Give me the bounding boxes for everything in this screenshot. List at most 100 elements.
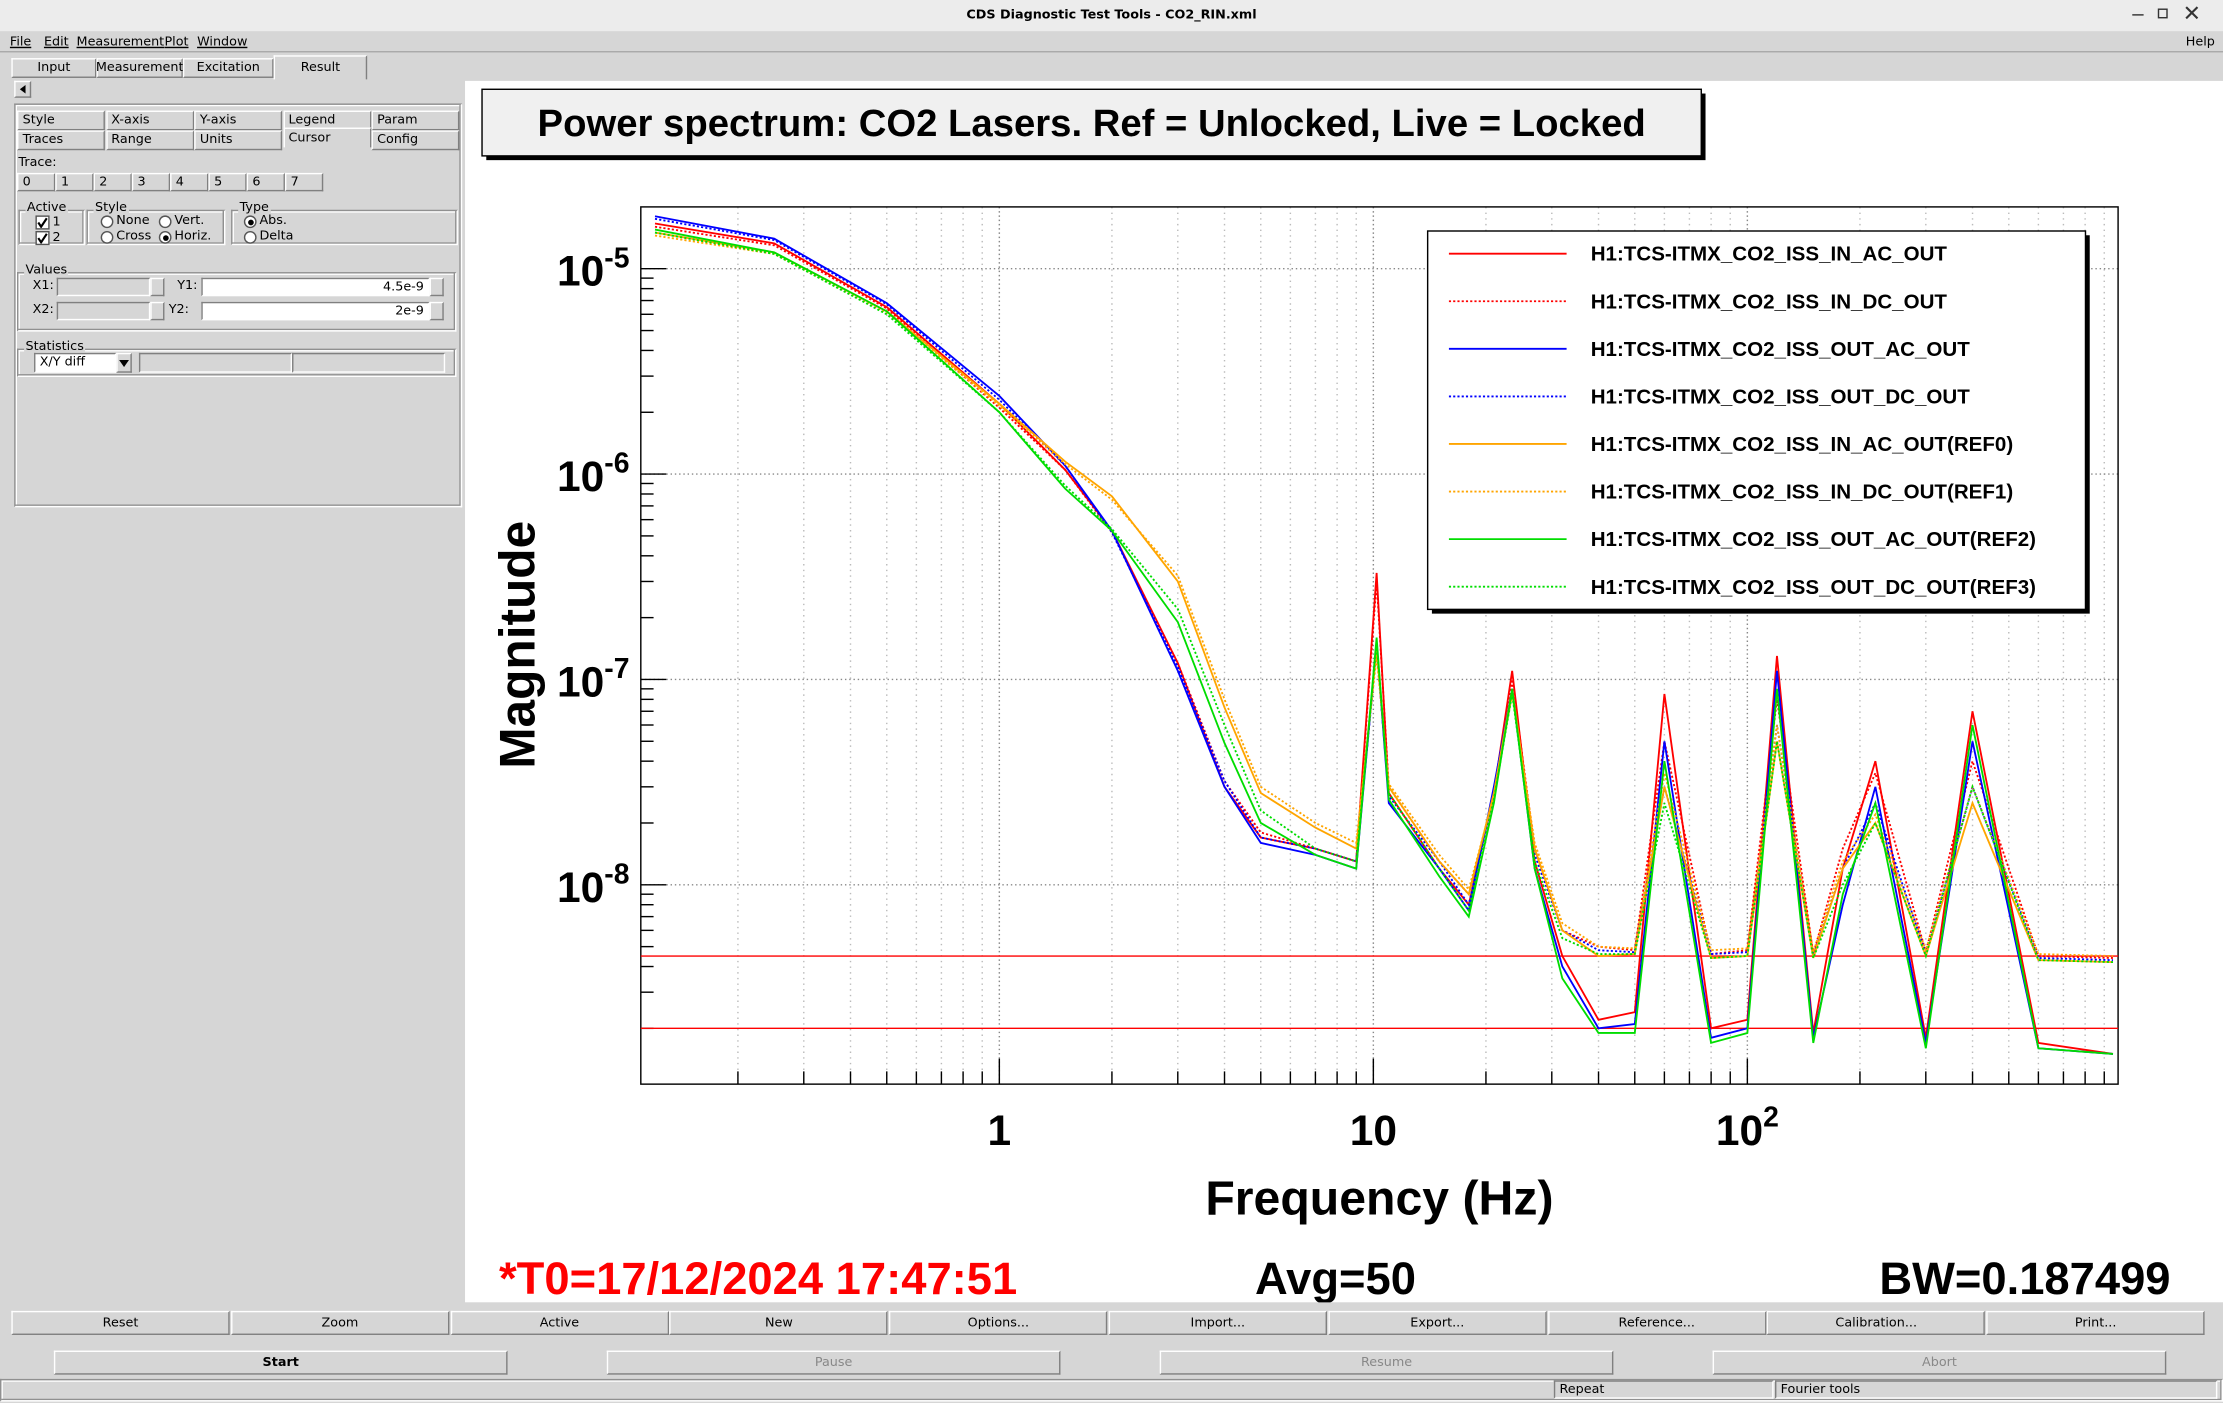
trace-tab[interactable]: 3 — [131, 172, 171, 192]
tab[interactable]: Result — [273, 55, 368, 80]
y-field[interactable]: 2e-9 — [201, 301, 430, 321]
tab[interactable]: Excitation — [182, 58, 274, 78]
series-line — [654, 234, 2114, 957]
close-button[interactable] — [2183, 4, 2200, 21]
checkbox-label: 2 — [52, 230, 61, 246]
sub-tab[interactable]: Traces — [17, 130, 105, 151]
legend-label: H1:TCS-ITMX_CO2_ISS_OUT_DC_OUT — [1591, 385, 1971, 408]
sub-tab[interactable]: Range — [105, 130, 194, 151]
tick-label: 10-8 — [557, 858, 630, 911]
action-button[interactable]: Active — [450, 1310, 669, 1335]
bw-label: BW=0.187499 — [1879, 1253, 2170, 1302]
radio-label: Abs. — [259, 213, 287, 229]
action-button[interactable]: Reference... — [1547, 1310, 1766, 1335]
trace-tab[interactable]: 4 — [170, 172, 209, 192]
plot-frame — [640, 206, 2119, 1085]
arrow-icon — [19, 85, 26, 94]
sub-tab[interactable]: Legend — [282, 110, 371, 131]
trace-tab[interactable]: 0 — [17, 172, 56, 192]
title-box — [481, 88, 1702, 157]
x-label: X2: — [32, 303, 54, 318]
action-button[interactable]: New — [669, 1310, 889, 1335]
tick-base: 10 — [557, 454, 604, 501]
legend-label: H1:TCS-ITMX_CO2_ISS_IN_AC_OUT — [1591, 243, 1948, 266]
tick-label: 10-6 — [557, 448, 630, 501]
status-field: Repeat — [1553, 1380, 1774, 1399]
spinner[interactable] — [150, 277, 165, 297]
control-button[interactable]: Start — [53, 1350, 508, 1375]
trace-tab[interactable]: 7 — [284, 172, 324, 192]
radio[interactable] — [100, 215, 114, 229]
tick-exponent: -6 — [604, 448, 629, 480]
trace-tab[interactable]: 6 — [246, 172, 285, 192]
radio[interactable] — [158, 215, 172, 229]
tab[interactable]: Input — [11, 58, 97, 78]
trace-tab[interactable]: 2 — [93, 172, 132, 192]
x-axis-label: Frequency (Hz) — [1205, 1172, 1553, 1226]
radio[interactable] — [243, 230, 257, 244]
spinner[interactable] — [150, 301, 165, 321]
avg-label: Avg=50 — [1255, 1253, 1416, 1302]
plot-canvas: Power spectrum: CO2 Lasers. Ref = Unlock… — [465, 80, 2223, 1303]
sub-tab[interactable]: Cursor — [282, 127, 371, 148]
radio-label: Vert. — [174, 213, 205, 229]
radio[interactable] — [243, 215, 257, 229]
stat-field — [138, 352, 293, 373]
check-icon — [37, 217, 48, 229]
radio[interactable] — [158, 230, 172, 244]
x-field — [56, 277, 151, 297]
chart-title: Power spectrum: CO2 Lasers. Ref = Unlock… — [538, 102, 1646, 145]
y-field[interactable]: 4.5e-9 — [201, 277, 430, 297]
sub-tab[interactable]: Y-axis — [194, 110, 283, 131]
control-button[interactable]: Pause — [606, 1350, 1061, 1375]
style-frame — [86, 209, 226, 246]
sub-tab[interactable]: Units — [194, 130, 283, 151]
menu-item[interactable]: Edit — [43, 34, 69, 49]
style-label: Style — [93, 199, 129, 217]
action-button[interactable]: Reset — [11, 1310, 230, 1335]
menu-item[interactable]: Window — [197, 34, 248, 49]
sub-tab[interactable]: Style — [17, 110, 105, 131]
sub-tab[interactable]: Param — [371, 110, 460, 131]
action-button[interactable]: Zoom — [230, 1310, 450, 1335]
type-label: Type — [238, 199, 271, 217]
scroll-left-button[interactable] — [14, 80, 32, 98]
checkbox[interactable] — [35, 215, 50, 230]
spinner[interactable] — [429, 277, 444, 297]
trace-tab[interactable]: 5 — [208, 172, 247, 192]
statistics-frame — [17, 348, 457, 377]
control-button[interactable]: Resume — [1159, 1350, 1614, 1375]
spinner[interactable] — [429, 301, 444, 321]
type-frame — [231, 209, 458, 246]
tick-base: 10 — [557, 249, 604, 296]
checkbox[interactable] — [35, 230, 50, 246]
menu-item[interactable]: Measurement — [76, 34, 165, 49]
trace-tab[interactable]: 1 — [55, 172, 94, 192]
status-field: Fourier tools — [1774, 1380, 2218, 1399]
y-axis-label: Magnitude — [489, 521, 545, 769]
control-button[interactable]: Abort — [1712, 1350, 2167, 1375]
action-button[interactable]: Options... — [889, 1310, 1108, 1335]
radio[interactable] — [100, 230, 114, 244]
x-label: X1: — [32, 279, 54, 294]
maximize-button[interactable] — [2157, 8, 2168, 19]
stat-select[interactable]: X/Y diff — [34, 352, 117, 373]
help-menu[interactable]: Help — [2185, 34, 2215, 49]
dropdown-button[interactable] — [116, 352, 132, 373]
sub-tab[interactable]: X-axis — [105, 110, 194, 131]
sub-tab[interactable]: Config — [371, 130, 460, 151]
tab[interactable]: Measurement — [96, 58, 183, 78]
legend-label: H1:TCS-ITMX_CO2_ISS_OUT_AC_OUT — [1591, 338, 1971, 361]
action-button[interactable]: Import... — [1108, 1310, 1327, 1335]
action-button[interactable]: Print... — [1986, 1310, 2205, 1335]
action-button[interactable]: Calibration... — [1767, 1310, 1986, 1335]
action-button[interactable]: Export... — [1328, 1310, 1547, 1335]
window-title: CDS Diagnostic Test Tools - CO2_RIN.xml — [966, 8, 1257, 23]
minimize-button[interactable] — [2132, 14, 2144, 16]
x-field — [56, 301, 151, 321]
menu-item[interactable]: File — [9, 34, 32, 49]
tick-base: 10 — [557, 865, 604, 912]
menu-item[interactable]: Plot — [164, 34, 189, 49]
radio-label: Horiz. — [174, 229, 212, 244]
values-frame — [17, 272, 457, 332]
